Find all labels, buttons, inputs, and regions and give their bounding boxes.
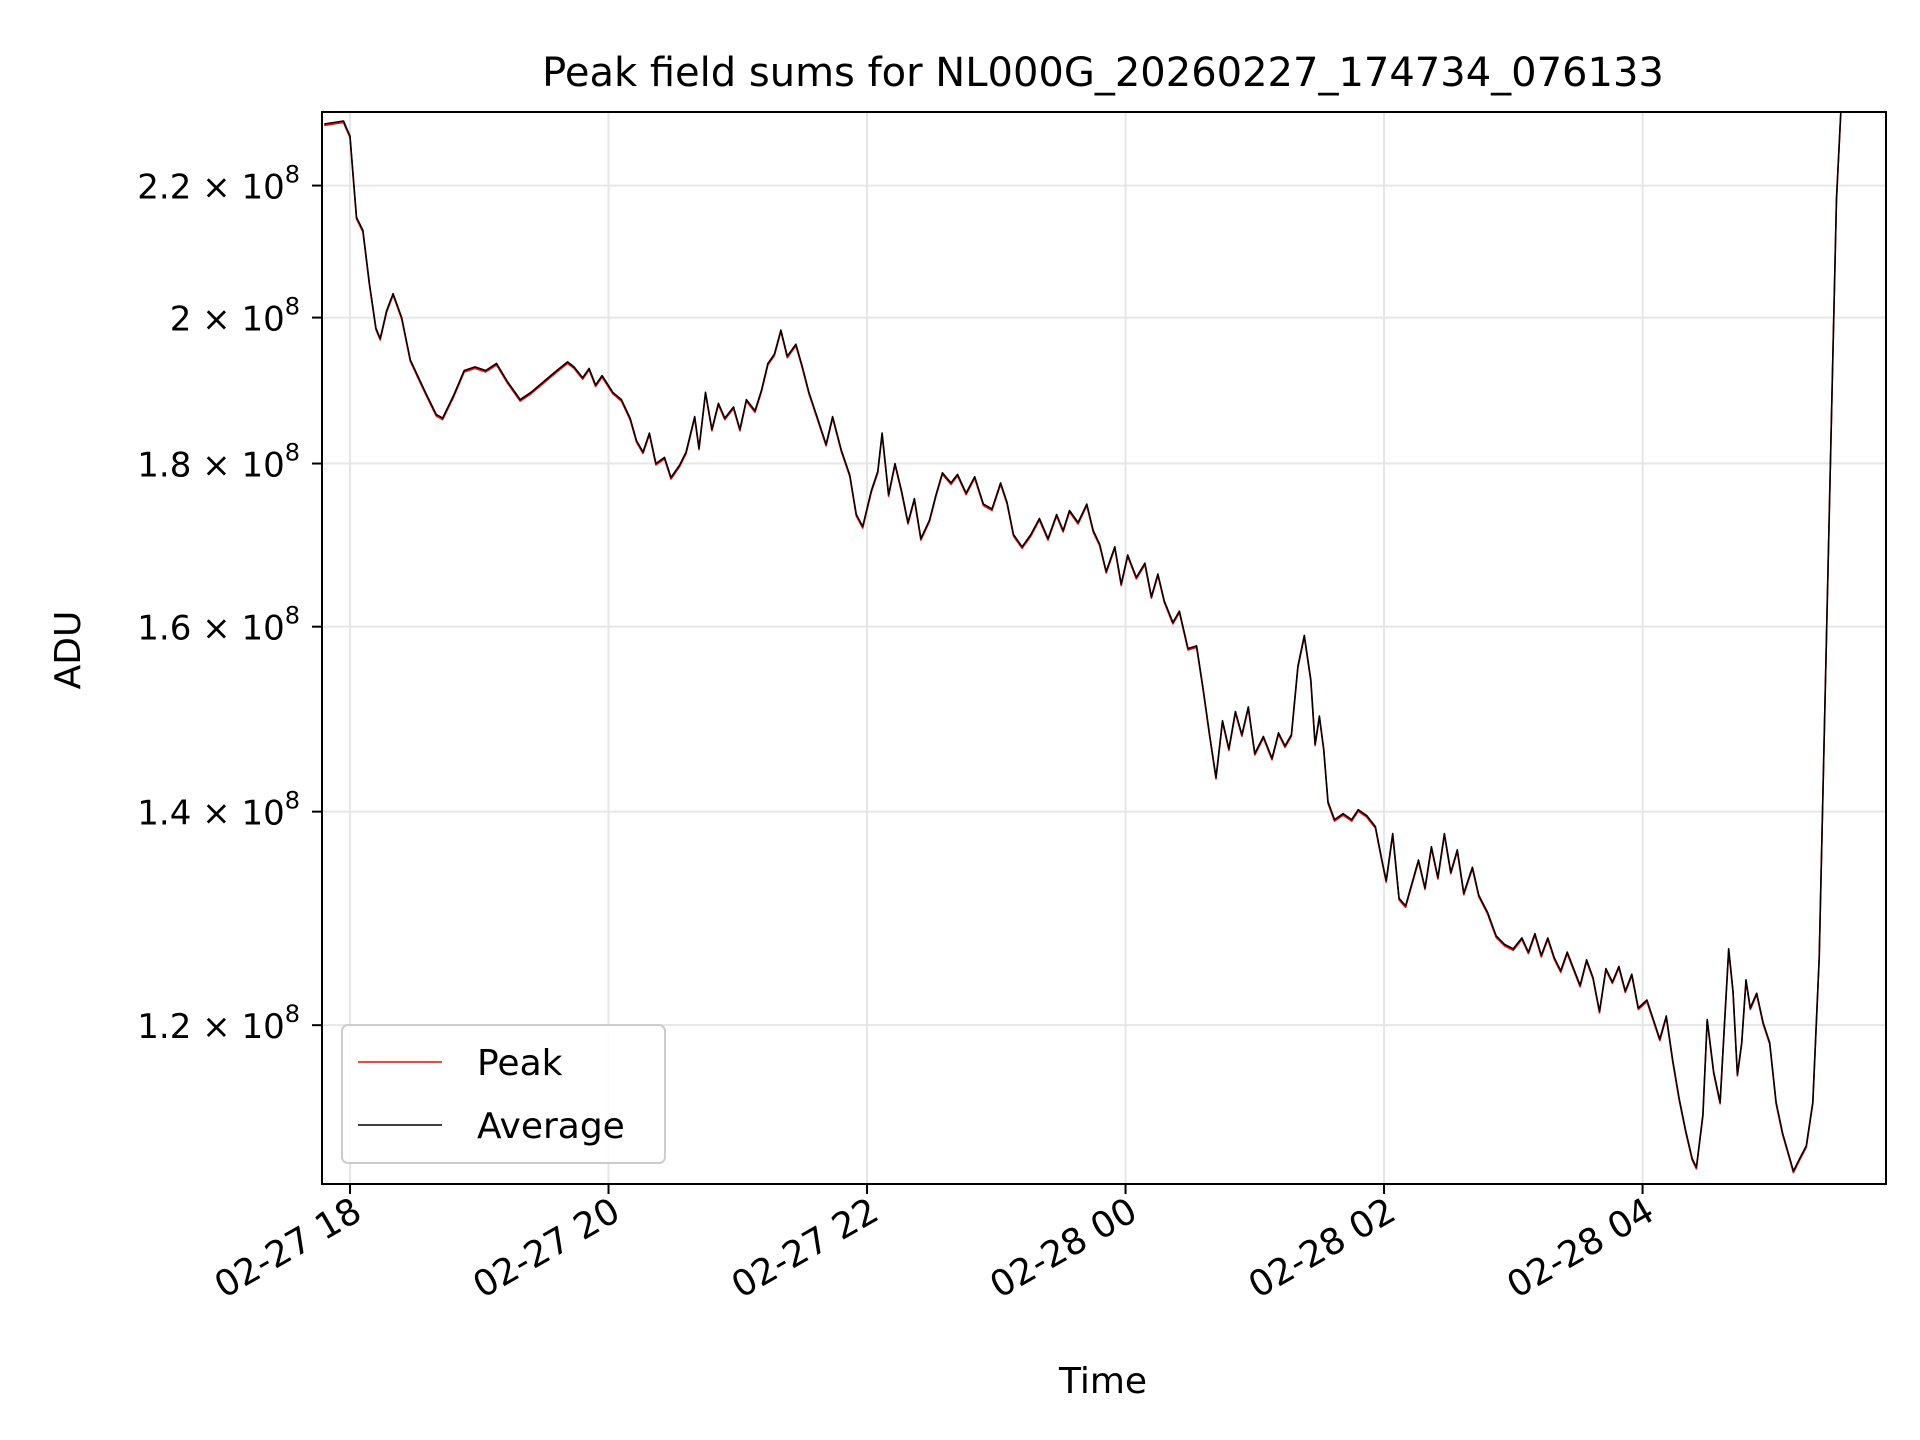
y-tick-label: 1.6 × 108 [137, 602, 300, 649]
y-tick-label: 2.2 × 108 [137, 161, 300, 208]
y-tick-label: 1.2 × 108 [137, 1000, 300, 1047]
legend-average-label: Average [477, 1106, 625, 1147]
series-line-average [324, 112, 1842, 1172]
chart-title: Peak field sums for NL000G_20260227_1747… [542, 50, 1664, 96]
y-tick-label: 2 × 108 [170, 293, 300, 340]
legend: Peak Average [341, 1024, 666, 1164]
plot-area-frame [321, 111, 1887, 1185]
grid-lines [322, 112, 1886, 1184]
y-axis-ticks: 1.2 × 108 1.4 × 108 1.6 × 108 1.8 × 108 2 × … [137, 161, 322, 1047]
y-axis-label: ADU [48, 611, 89, 690]
series-lines [324, 112, 1842, 1174]
y-tick-label: 1.4 × 108 [137, 787, 300, 834]
y-tick-label: 1.8 × 108 [137, 439, 300, 486]
legend-peak-label: Peak [477, 1043, 563, 1084]
x-axis-label: Time [1058, 1361, 1147, 1402]
legend-box [341, 1024, 666, 1164]
